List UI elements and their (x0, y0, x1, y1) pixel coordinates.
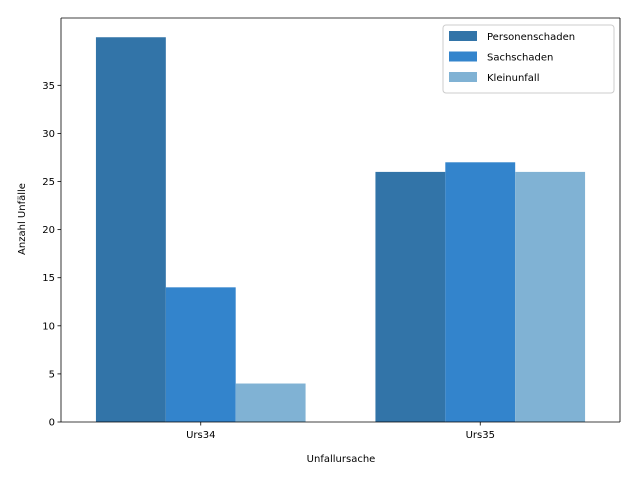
legend-swatch (449, 72, 477, 82)
bar-kleinunfall-urs35 (515, 171, 586, 422)
legend-frame (442, 24, 615, 94)
bar-kleinunfall-urs34 (235, 383, 306, 422)
axes-layer: 0 5 10 15 20 25 30 35 Urs34 Urs35 (42, 17, 621, 441)
bars-layer (95, 37, 586, 423)
legend-swatch (449, 31, 477, 41)
bar-sachschaden-urs35 (445, 162, 516, 423)
y-tick-label: 25 (42, 177, 55, 188)
bar-sachschaden-urs34 (165, 287, 236, 422)
y-tick-label: 0 (49, 418, 55, 429)
y-tick-label: 35 (42, 81, 55, 92)
y-axis-label: Anzahl Unfälle (17, 183, 28, 255)
y-tick-label: 30 (42, 129, 55, 140)
bar-personenschaden-urs34 (95, 37, 166, 423)
y-tick-label: 20 (42, 225, 55, 236)
x-axis-label: Unfallursache (307, 454, 376, 465)
y-tick-label: 10 (42, 321, 55, 332)
legend-swatch (449, 51, 477, 62)
legend-label: Kleinunfall (487, 73, 540, 84)
legend-label: Sachschaden (487, 53, 553, 64)
bar-personenschaden-urs35 (375, 171, 446, 422)
y-tick-label: 15 (42, 273, 55, 284)
x-tick-label: Urs35 (466, 430, 495, 441)
x-tick-label: Urs34 (186, 430, 215, 441)
legend-label: Personenschaden (487, 32, 575, 43)
y-tick-label: 5 (49, 369, 55, 380)
legend: Personenschaden Sachschaden Kleinunfall (442, 24, 615, 94)
